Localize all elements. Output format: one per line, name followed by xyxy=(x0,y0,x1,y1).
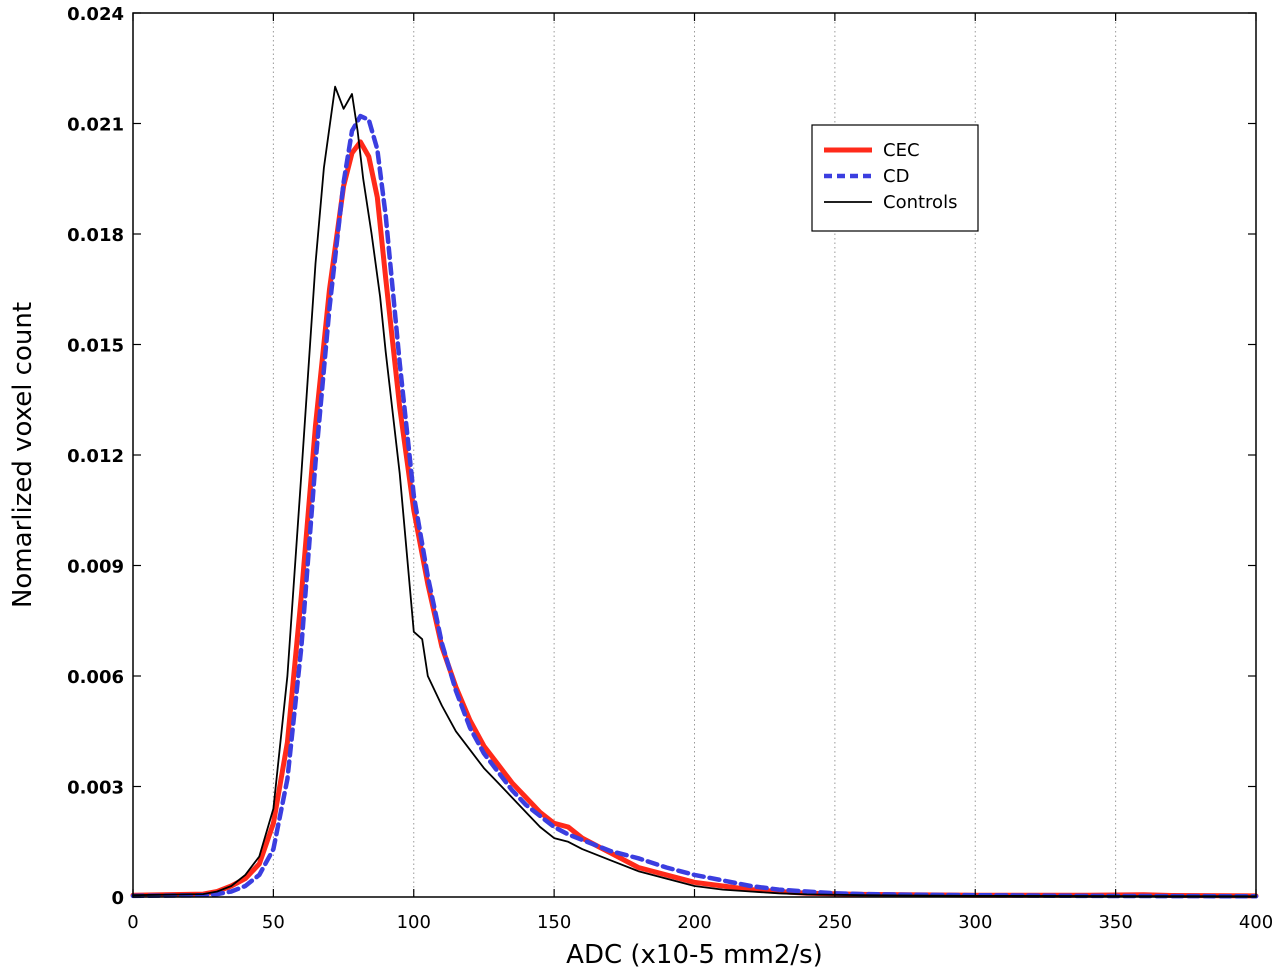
y-tick-label: 0.006 xyxy=(67,667,124,688)
legend-label-cd: CD xyxy=(883,166,909,187)
x-tick-label: 50 xyxy=(262,912,285,933)
legend: CEC CD Controls xyxy=(811,124,979,232)
x-axis-label: ADC (x10-5 mm2/s) xyxy=(566,940,823,970)
x-tick-label: 400 xyxy=(1239,912,1273,933)
x-tick-labels: 0 50 100 150 200 250 300 350 400 xyxy=(127,912,1273,933)
x-tick-label: 200 xyxy=(677,912,711,933)
x-tick-label: 0 xyxy=(127,912,138,933)
y-axis-label: Nomarlized voxel count xyxy=(8,302,38,608)
series-cd xyxy=(130,113,1259,899)
x-tick-label: 150 xyxy=(537,912,571,933)
y-tick-label: 0.024 xyxy=(67,4,124,25)
y-tick-label: 0.021 xyxy=(67,115,124,136)
y-tick-label: 0.015 xyxy=(67,336,124,357)
vertical-gridlines xyxy=(272,13,1117,897)
x-tick-label: 300 xyxy=(958,912,992,933)
y-tick-label: 0.003 xyxy=(67,778,124,799)
legend-label-cec: CEC xyxy=(883,140,920,161)
series-layer xyxy=(130,85,1259,899)
legend-label-controls: Controls xyxy=(883,192,957,213)
y-tick-label: 0.009 xyxy=(67,557,124,578)
y-tick-labels: 0 0.003 0.006 0.009 0.012 0.015 0.018 0.021 0.02… xyxy=(67,4,124,909)
y-tick-label: 0.018 xyxy=(67,225,124,246)
series-line-controls xyxy=(132,85,1257,898)
axis-ticks xyxy=(132,12,1257,898)
series-line-cec xyxy=(130,139,1259,899)
x-tick-label: 100 xyxy=(397,912,431,933)
series-cec xyxy=(130,139,1259,899)
y-tick-label: 0.012 xyxy=(67,446,124,467)
series-controls xyxy=(132,85,1257,898)
y-tick-label: 0 xyxy=(111,888,124,909)
x-tick-label: 350 xyxy=(1098,912,1132,933)
x-tick-label: 250 xyxy=(818,912,852,933)
series-line-cd xyxy=(130,113,1259,899)
